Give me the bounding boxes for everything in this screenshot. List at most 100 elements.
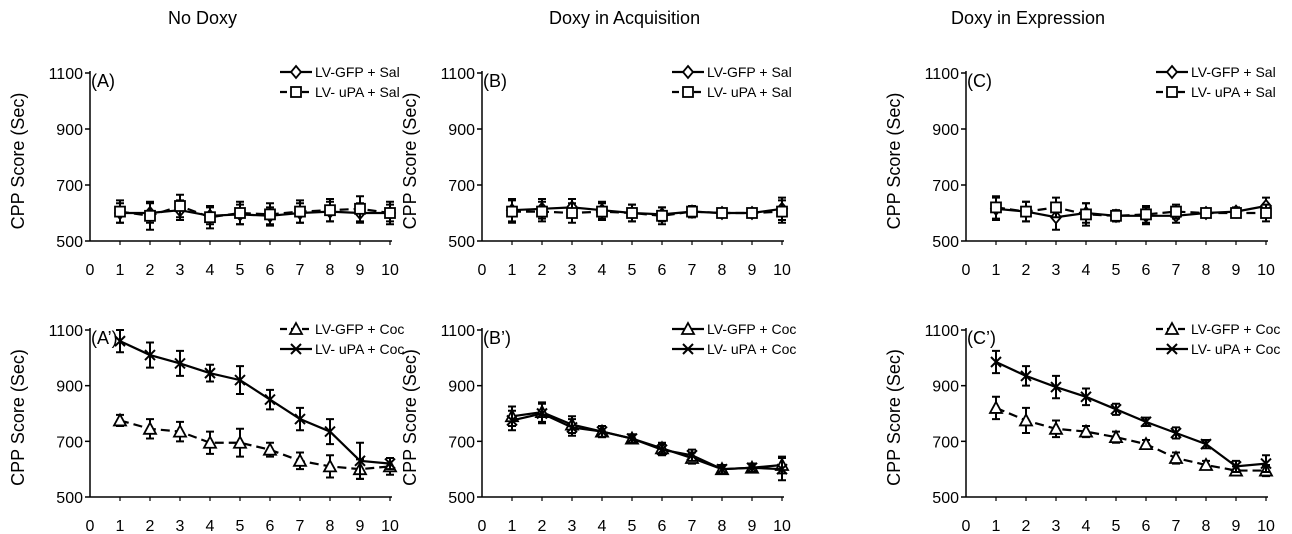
data-point (292, 452, 308, 467)
data-point (536, 407, 548, 420)
x-tick-label: 9 (1232, 518, 1241, 534)
x-tick-label: 2 (538, 518, 547, 534)
data-point (990, 201, 1002, 214)
data-point (1200, 438, 1212, 450)
x-tick-label: 1 (992, 262, 1001, 279)
x-tick-label: 10 (381, 518, 399, 534)
data-point (234, 374, 246, 386)
x-tick-label: 8 (718, 518, 727, 534)
data-point (566, 421, 578, 434)
data-point (204, 211, 216, 224)
legend-label: LV- uPA + Coc (707, 341, 796, 357)
x-tick-label: 6 (266, 262, 275, 279)
x-tick-label: 1 (508, 518, 517, 534)
data-point (1198, 457, 1214, 471)
data-point (506, 414, 518, 427)
series: LV- uPA + Coc (506, 341, 796, 482)
x-tick-label: 6 (1142, 262, 1151, 279)
data-point (1078, 423, 1094, 438)
x-tick-label: 10 (1257, 262, 1275, 279)
x-tick-label: 8 (326, 262, 335, 279)
series-line (511, 410, 783, 471)
legend-label: LV-GFP + Coc (1191, 321, 1280, 337)
series: LV- uPA + Coc (114, 329, 404, 480)
x-tick-label: 7 (1172, 518, 1181, 534)
data-point (1140, 208, 1152, 221)
legend-marker (290, 86, 302, 98)
y-axis-label: CPP Score (Sec) (8, 93, 28, 230)
data-point (1168, 450, 1184, 464)
data-point (776, 205, 788, 218)
series-line (995, 361, 1267, 468)
series: LV- uPA + Sal (990, 84, 1276, 227)
legend-label: LV- uPA + Coc (1191, 341, 1280, 357)
x-tick-label: 2 (146, 518, 155, 534)
y-axis-label: CPP Score (Sec) (884, 349, 904, 486)
data-point (202, 434, 218, 449)
panel-label: (A) (91, 71, 115, 91)
data-point (656, 209, 668, 222)
y-tick-label: 1100 (441, 66, 476, 83)
data-point (264, 393, 276, 406)
legend-marker (1166, 86, 1178, 98)
data-point (204, 367, 216, 379)
y-tick-label: 500 (448, 490, 475, 507)
data-point (1018, 412, 1034, 427)
data-point (232, 434, 248, 449)
x-tick-label: 10 (773, 518, 791, 534)
data-point (656, 443, 668, 456)
x-tick-label: 4 (1082, 518, 1091, 534)
y-tick-label: 900 (448, 122, 475, 139)
data-point (262, 441, 278, 456)
data-point (686, 449, 698, 461)
series-line (119, 204, 391, 219)
column-title-no-doxy: No Doxy (168, 8, 238, 28)
legend-label: LV- uPA + Coc (315, 341, 404, 357)
x-tick-label: 8 (718, 262, 727, 279)
data-point (1170, 205, 1182, 218)
x-tick-label: 8 (1202, 518, 1211, 534)
column-title-doxy-expression: Doxy in Expression (951, 8, 1106, 28)
x-tick-label: 1 (992, 518, 1001, 534)
legend-marker (289, 64, 303, 80)
x-tick-label: 2 (1022, 518, 1031, 534)
x-tick-label: 4 (598, 262, 607, 279)
y-tick-label: 700 (932, 434, 959, 451)
y-tick-label: 700 (56, 178, 83, 195)
data-point (1200, 207, 1212, 219)
legend-label: LV-GFP + Sal (707, 64, 792, 80)
x-tick-label: 3 (1052, 518, 1061, 534)
data-point (1080, 391, 1092, 403)
x-tick-label: 10 (1257, 518, 1275, 534)
x-tick-label: 3 (176, 262, 185, 279)
legend-marker (1166, 343, 1178, 355)
x-tick-label: 8 (1202, 262, 1211, 279)
y-tick-label: 900 (56, 122, 83, 139)
legend-label: LV- uPA + Sal (1191, 84, 1276, 100)
data-point (1050, 201, 1062, 214)
data-point (1170, 427, 1182, 439)
y-axis-label: CPP Score (Sec) (400, 93, 420, 230)
y-tick-label: 700 (56, 434, 83, 451)
y-tick-label: 700 (448, 178, 475, 195)
data-point (1080, 208, 1092, 221)
legend-label: LV-GFP + Sal (1191, 64, 1276, 80)
data-point (172, 423, 188, 438)
data-point (354, 202, 366, 215)
x-tick-label: 9 (356, 262, 365, 279)
data-point (746, 207, 758, 219)
data-point (142, 420, 158, 435)
data-point (1140, 416, 1152, 428)
y-tick-label: 500 (56, 490, 83, 507)
data-point (1110, 403, 1122, 416)
legend-label: LV- uPA + Sal (315, 84, 400, 100)
series-line (512, 210, 783, 217)
data-point (988, 400, 1004, 414)
data-point (626, 207, 638, 219)
x-tick-label: 0 (86, 518, 95, 534)
x-tick-label: 8 (326, 518, 335, 534)
x-tick-label: 7 (1172, 262, 1181, 279)
x-tick-label: 7 (296, 262, 305, 279)
y-axis-label: CPP Score (Sec) (8, 349, 28, 486)
